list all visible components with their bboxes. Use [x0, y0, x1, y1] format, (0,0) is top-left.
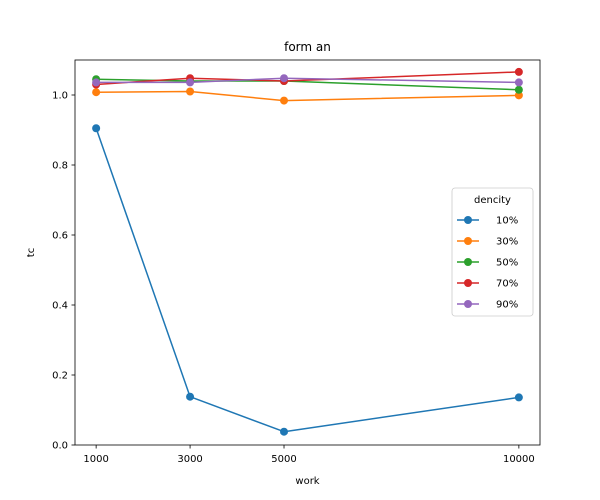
data-point — [514, 78, 523, 87]
y-axis: 0.0 0.2 0.4 0.6 0.8 1.0 — [52, 91, 75, 452]
x-axis-label: work — [295, 476, 319, 487]
legend-marker — [464, 258, 472, 266]
series-line — [96, 77, 519, 84]
x-tick-label: 3000 — [177, 454, 202, 465]
series-line — [96, 90, 519, 102]
legend-box — [451, 187, 534, 317]
y-tick-label: 0.6 — [52, 231, 68, 242]
plot-frame — [74, 59, 541, 446]
legend: dencity 10% 30% 50% 70% 90% — [451, 187, 534, 317]
legend-entry: 90% — [457, 300, 518, 311]
data-point — [186, 78, 195, 87]
legend-entry: 50% — [457, 258, 518, 269]
chart-title: form an — [284, 40, 331, 54]
x-tick-label: 1000 — [83, 454, 108, 465]
data-point — [186, 392, 195, 401]
x-axis: 1000 3000 5000 10000 — [83, 445, 535, 465]
legend-title: dencity — [474, 195, 511, 206]
data-point — [92, 88, 101, 97]
legend-entry: 30% — [457, 237, 518, 248]
data-point — [280, 96, 289, 105]
legend-marker — [464, 237, 472, 245]
x-tick-label: 5000 — [271, 454, 296, 465]
series-1 — [92, 124, 523, 436]
legend-label: 30% — [496, 237, 518, 248]
series-layer — [92, 67, 523, 436]
y-tick-label: 0.8 — [52, 161, 68, 172]
legend-label: 10% — [496, 216, 518, 227]
legend-label: 70% — [496, 279, 518, 290]
y-tick-label: 0.2 — [52, 371, 68, 382]
data-point — [92, 78, 101, 87]
series-5 — [92, 74, 523, 87]
y-tick-label: 0.0 — [52, 441, 68, 452]
data-point — [92, 124, 101, 133]
data-point — [514, 67, 523, 76]
series-line — [95, 128, 519, 433]
y-axis-label: tc — [26, 248, 37, 257]
x-tick-label: 10000 — [503, 454, 535, 465]
data-point — [280, 74, 289, 83]
y-tick-label: 0.4 — [52, 301, 68, 312]
series-2 — [92, 87, 523, 105]
data-point — [280, 427, 289, 436]
data-point — [186, 87, 195, 96]
legend-marker — [464, 216, 472, 224]
legend-marker — [464, 300, 472, 308]
legend-label: 50% — [496, 258, 518, 269]
legend-entry: 70% — [457, 279, 518, 290]
data-point — [514, 393, 523, 402]
legend-marker — [464, 279, 472, 287]
legend-entry: 10% — [457, 216, 518, 227]
data-point — [514, 91, 523, 100]
legend-label: 90% — [496, 300, 518, 311]
y-tick-label: 1.0 — [52, 91, 68, 102]
data-point — [514, 85, 523, 94]
